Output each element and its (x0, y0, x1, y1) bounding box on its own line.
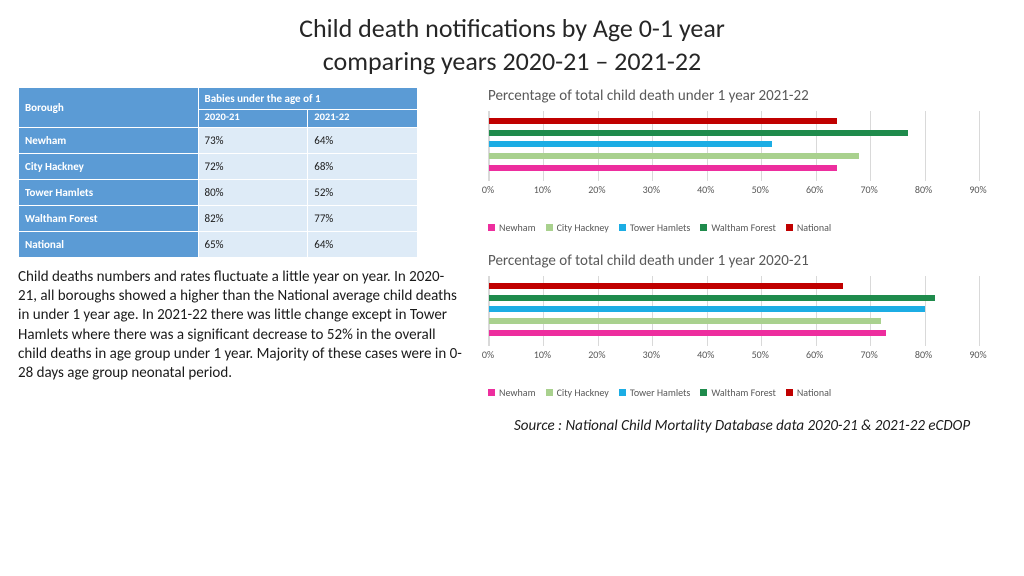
legend-swatch (700, 389, 707, 396)
row-val-y2: 52% (308, 180, 418, 206)
bar-newham (489, 165, 837, 171)
row-val-y2: 77% (308, 206, 418, 232)
source-citation: Source : National Child Mortality Databa… (514, 417, 998, 435)
axis-tick: 30% (643, 183, 660, 196)
legend-label: Newham (499, 386, 536, 399)
legend-label: City Hackney (557, 221, 609, 234)
chart-2021-22: Percentage of total child death under 1 … (488, 87, 998, 234)
legend-swatch (488, 224, 495, 231)
axis-tick: 10% (534, 183, 551, 196)
table-row: Waltham Forest82%77% (19, 206, 418, 232)
bar-national (489, 118, 837, 124)
title-line-1: Child death notifications by Age 0-1 yea… (299, 12, 725, 44)
legend-item: City Hackney (546, 386, 609, 399)
data-table: Borough Babies under the age of 1 2020-2… (18, 87, 418, 258)
legend-item: City Hackney (546, 221, 609, 234)
page-title: Child death notifications by Age 0-1 yea… (0, 0, 1024, 77)
bar-tower-hamlets (489, 141, 772, 147)
axis-tick: 50% (752, 348, 769, 361)
row-val-y2: 64% (308, 128, 418, 154)
chart1-legend: Newham City Hackney Tower Hamlets Waltham F… (488, 221, 998, 234)
th-y1: 2020-21 (198, 110, 308, 128)
axis-tick: 20% (588, 348, 605, 361)
row-label: Waltham Forest (19, 206, 199, 232)
legend-swatch (786, 224, 793, 231)
row-label: City Hackney (19, 154, 199, 180)
legend-item: Tower Hamlets (619, 221, 691, 234)
legend-label: Waltham Forest (711, 386, 776, 399)
legend-swatch (700, 224, 707, 231)
axis-tick: 40% (697, 183, 714, 196)
bar-newham (489, 330, 886, 336)
row-val-y2: 64% (308, 232, 418, 258)
bar-waltham-forest (489, 130, 908, 136)
th-group: Babies under the age of 1 (198, 88, 417, 110)
legend-label: Tower Hamlets (630, 221, 691, 234)
axis-tick: 50% (752, 183, 769, 196)
chart1-title: Percentage of total child death under 1 … (488, 87, 998, 105)
chart2-title: Percentage of total child death under 1 … (488, 252, 998, 270)
legend-label: National (797, 221, 831, 234)
axis-tick: 30% (643, 348, 660, 361)
table-row: Tower Hamlets80%52% (19, 180, 418, 206)
legend-item: Tower Hamlets (619, 386, 691, 399)
legend-label: Waltham Forest (711, 221, 776, 234)
legend-item: Newham (488, 386, 536, 399)
row-label: Tower Hamlets (19, 180, 199, 206)
axis-tick: 70% (860, 348, 877, 361)
legend-item: National (786, 221, 831, 234)
table-row: City Hackney72%68% (19, 154, 418, 180)
table-row: National65%64% (19, 232, 418, 258)
body-paragraph: Child deaths numbers and rates fluctuate… (18, 268, 463, 383)
axis-tick: 0% (482, 348, 494, 361)
bar-national (489, 283, 843, 289)
axis-tick: 20% (588, 183, 605, 196)
chart-2020-21: Percentage of total child death under 1 … (488, 252, 998, 399)
legend-label: City Hackney (557, 386, 609, 399)
th-borough: Borough (19, 88, 199, 128)
row-label: Newham (19, 128, 199, 154)
legend-swatch (546, 389, 553, 396)
chart2-plot (488, 276, 978, 346)
legend-item: Waltham Forest (700, 221, 776, 234)
axis-tick: 40% (697, 348, 714, 361)
row-val-y1: 73% (198, 128, 308, 154)
legend-item: Waltham Forest (700, 386, 776, 399)
table-row: Newham73%64% (19, 128, 418, 154)
legend-label: National (797, 386, 831, 399)
axis-tick: 60% (806, 348, 823, 361)
legend-label: Tower Hamlets (630, 386, 691, 399)
axis-tick: 80% (915, 183, 932, 196)
legend-item: Newham (488, 221, 536, 234)
legend-label: Newham (499, 221, 536, 234)
axis-tick: 90% (969, 183, 986, 196)
th-y2: 2021-22 (308, 110, 418, 128)
chart1-plot (488, 111, 978, 181)
row-val-y2: 68% (308, 154, 418, 180)
legend-swatch (619, 224, 626, 231)
legend-swatch (786, 389, 793, 396)
row-label: National (19, 232, 199, 258)
axis-tick: 60% (806, 183, 823, 196)
legend-item: National (786, 386, 831, 399)
bar-tower-hamlets (489, 306, 925, 312)
axis-tick: 70% (860, 183, 877, 196)
axis-tick: 90% (969, 348, 986, 361)
row-val-y1: 80% (198, 180, 308, 206)
axis-tick: 80% (915, 348, 932, 361)
legend-swatch (488, 389, 495, 396)
legend-swatch (546, 224, 553, 231)
legend-swatch (619, 389, 626, 396)
title-line-2: comparing years 2020-21 – 2021-22 (323, 45, 701, 77)
axis-tick: 10% (534, 348, 551, 361)
row-val-y1: 65% (198, 232, 308, 258)
bar-city-hackney (489, 318, 881, 324)
row-val-y1: 72% (198, 154, 308, 180)
row-val-y1: 82% (198, 206, 308, 232)
bar-waltham-forest (489, 295, 935, 301)
chart2-legend: Newham City Hackney Tower Hamlets Waltham F… (488, 386, 998, 399)
axis-tick: 0% (482, 183, 494, 196)
bar-city-hackney (489, 153, 859, 159)
